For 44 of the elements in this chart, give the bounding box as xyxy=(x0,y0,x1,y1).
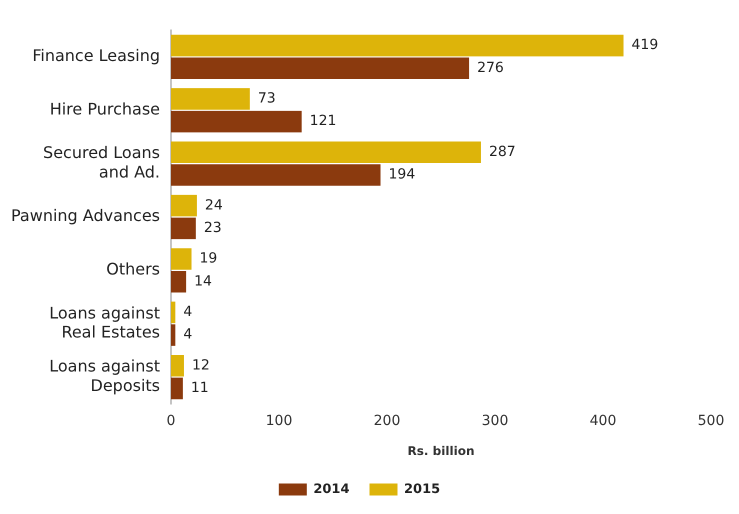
x-tick-label: 300 xyxy=(482,412,508,429)
data-label: 23 xyxy=(204,220,222,236)
bar xyxy=(171,34,624,56)
x-tick-label: 500 xyxy=(698,412,724,429)
bar xyxy=(171,302,176,324)
x-tick-label: 200 xyxy=(374,412,400,429)
y-tick-label: Others xyxy=(106,260,160,279)
bar xyxy=(171,110,302,132)
y-tick-label: Pawning Advances xyxy=(11,206,160,226)
bar xyxy=(171,164,381,186)
bar xyxy=(171,194,197,216)
data-label: 276 xyxy=(477,60,504,76)
data-label: 194 xyxy=(388,166,416,183)
data-label: 11 xyxy=(190,380,209,396)
data-label: 12 xyxy=(192,357,210,374)
bar xyxy=(171,218,196,240)
data-label: 14 xyxy=(194,273,212,290)
x-tick-label: 0 xyxy=(166,412,176,429)
data-label: 419 xyxy=(632,37,658,54)
y-tick-label: Loans against Real Estates xyxy=(49,303,160,342)
bar xyxy=(171,88,250,110)
x-tick-label: 400 xyxy=(590,412,616,429)
legend-label: 2014 xyxy=(313,482,350,497)
y-tick-label: Secured Loans and Ad. xyxy=(43,143,160,182)
data-label: 4 xyxy=(183,304,192,320)
y-tick-label: Hire Purchase xyxy=(50,99,160,118)
bar xyxy=(171,355,184,377)
bar xyxy=(171,142,481,164)
data-label: 121 xyxy=(310,113,336,130)
bar xyxy=(171,248,192,270)
bar xyxy=(171,324,176,346)
data-label: 287 xyxy=(488,144,516,160)
x-axis-title: Rs. billion xyxy=(408,444,474,458)
data-label: 4 xyxy=(183,326,192,343)
y-tick-label: Loans against Deposits xyxy=(49,356,160,395)
bar xyxy=(171,57,470,79)
y-tick-label: Finance Leasing xyxy=(32,46,160,66)
data-label: 73 xyxy=(258,90,276,107)
x-tick-label: 100 xyxy=(266,412,292,429)
legend-label: 2015 xyxy=(404,482,440,497)
bar xyxy=(171,270,186,292)
data-label: 24 xyxy=(204,197,223,214)
data-label: 19 xyxy=(200,250,218,267)
bar xyxy=(171,378,183,400)
